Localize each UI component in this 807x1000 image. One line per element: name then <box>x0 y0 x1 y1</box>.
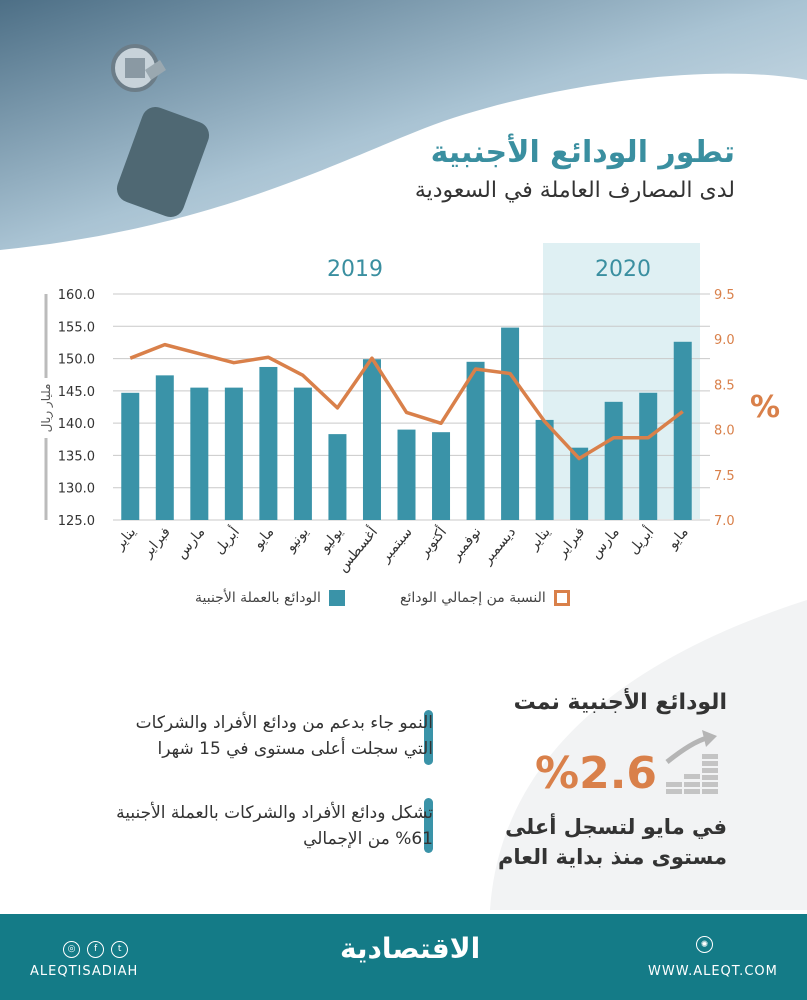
highlight-title: الودائع الأجنبية نمت <box>513 690 727 715</box>
bar-11 <box>466 361 485 520</box>
x-tick-label: مارس <box>173 524 208 562</box>
y2-tick-label: 9.0 <box>714 333 735 348</box>
bar-8 <box>362 359 381 520</box>
x-tick-label: مايو <box>250 524 278 553</box>
x-tick-label: يونيو <box>282 524 312 555</box>
x-tick-label: مايو <box>664 524 692 553</box>
x-tick-label: ديسمبر <box>479 524 519 568</box>
logo: الاقتصادية <box>340 932 481 965</box>
x-tick-label: أبريل <box>624 523 657 558</box>
bar-13 <box>535 419 554 520</box>
bar-15 <box>604 401 623 520</box>
page-subtitle: لدى المصارف العاملة في السعودية <box>414 178 735 203</box>
page-title: تطور الودائع الأجنبية <box>430 135 735 170</box>
header-photo-keys <box>0 0 807 250</box>
y-tick-label: 140.0 <box>58 417 95 432</box>
x-tick-label: يناير <box>525 524 553 554</box>
y-tick-label: 135.0 <box>58 449 95 464</box>
y2-tick-label: 8.5 <box>714 378 735 393</box>
bar-9 <box>397 429 416 520</box>
chart: 125.0 130.0 135.0 140.0 145.0 150.0 155.0 160.0… <box>39 243 780 575</box>
y2-tick-label: 7.0 <box>714 514 735 529</box>
y-axis-label: مليار ريال <box>39 384 54 433</box>
x-tick-label: أبريل <box>210 523 243 558</box>
legend-label-bar: الودائع بالعملة الأجنبية <box>195 590 321 606</box>
bar-10 <box>432 432 451 520</box>
y-tick-label: 150.0 <box>58 353 95 368</box>
social-handle[interactable]: ALEQTISADIAH <box>30 964 139 979</box>
year-label-2019: 2019 <box>327 257 383 282</box>
ratio-line <box>129 342 684 461</box>
bar-14 <box>570 447 589 520</box>
y-tick-label: 155.0 <box>58 320 95 335</box>
bar-16 <box>639 392 658 520</box>
x-tick-label: يناير <box>111 524 139 554</box>
legend-swatch-line <box>553 590 570 606</box>
footer: ◎ f t ALEQTISADIAH الاقتصادية ✺ WWW.ALEQ… <box>0 914 807 1000</box>
facebook-icon[interactable]: f <box>87 940 105 958</box>
legend-swatch-bar <box>328 590 345 606</box>
growth-chart-icon <box>665 730 718 794</box>
highlight-value: %2.6 <box>535 748 658 799</box>
x-tick-label: فبراير <box>139 524 174 561</box>
y2-tick-label: 9.5 <box>714 288 735 303</box>
web-icon: ✺ <box>696 936 713 953</box>
x-tick-label: مارس <box>588 524 623 562</box>
y2-tick-label: 8.0 <box>714 424 735 439</box>
y-tick-label: 160.0 <box>58 288 95 303</box>
bar-5 <box>259 366 278 520</box>
highlight-description: في مايو لتسجل أعلى مستوى منذ بداية العام <box>497 815 727 869</box>
legend-bar: الودائع بالعملة الأجنبية <box>195 590 345 606</box>
x-tick-label: أكتوبر <box>414 523 450 561</box>
legend-label-line: النسبة من إجمالي الودائع <box>400 590 546 606</box>
x-tick-label: يوليو <box>316 524 346 556</box>
x-tick-label: سبتمبر <box>377 524 416 566</box>
y-tick-label: 130.0 <box>58 482 95 497</box>
bar-17 <box>673 341 692 520</box>
social-icons: ◎ f t <box>62 936 129 958</box>
bar-3 <box>190 387 209 520</box>
x-tick-label: نوفمبر <box>447 524 484 564</box>
website-link[interactable]: WWW.ALEQT.COM <box>648 964 778 979</box>
bar-12 <box>501 327 520 520</box>
y2-tick-label: 7.5 <box>714 469 735 484</box>
bar-6 <box>293 387 312 520</box>
bullet-text: تشكل ودائع الأفراد والشركات بالعملة الأج… <box>116 803 433 849</box>
legend-line: النسبة من إجمالي الودائع <box>400 590 570 606</box>
instagram-icon[interactable]: ◎ <box>63 940 80 958</box>
bar-1 <box>121 392 140 520</box>
bullet-marker <box>424 710 433 765</box>
year-label-2020: 2020 <box>595 257 651 282</box>
y-tick-label: 145.0 <box>58 385 95 400</box>
bullet-text: النمو جاء بدعم من ودائع الأفراد والشركات… <box>135 713 433 759</box>
y2-axis-label: % <box>750 390 780 425</box>
y-tick-label: 125.0 <box>58 514 95 529</box>
x-tick-label: فبراير <box>553 524 588 561</box>
bar-4 <box>224 387 243 520</box>
bullet-marker <box>424 798 433 853</box>
bar-7 <box>328 434 347 520</box>
twitter-icon[interactable]: t <box>111 940 129 958</box>
bar-2 <box>155 375 174 520</box>
highlight-bg-curve <box>490 600 807 910</box>
